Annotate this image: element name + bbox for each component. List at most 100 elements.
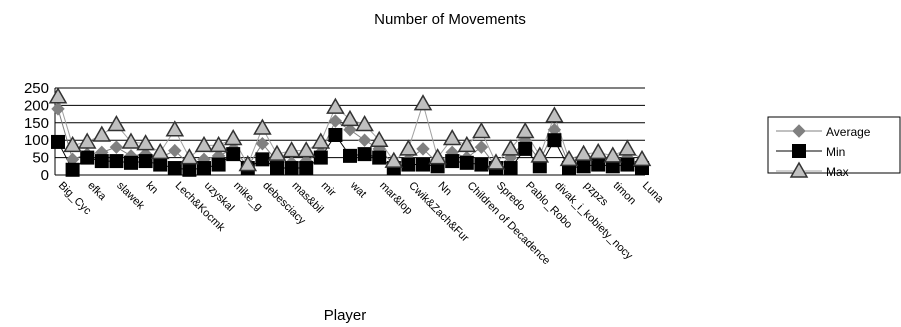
point <box>605 159 620 174</box>
point <box>416 157 430 172</box>
point <box>168 143 182 158</box>
point <box>197 161 211 176</box>
point <box>472 121 491 139</box>
y-tick-label: 150 <box>24 115 49 132</box>
point <box>313 150 328 165</box>
point <box>442 128 462 146</box>
point <box>180 148 199 165</box>
point <box>136 134 155 151</box>
point <box>518 141 533 156</box>
legend-box <box>767 116 901 174</box>
point <box>416 142 430 156</box>
point <box>503 161 518 176</box>
point <box>150 142 170 160</box>
point <box>343 148 357 163</box>
point <box>109 154 124 169</box>
point <box>121 132 141 149</box>
point <box>238 155 258 172</box>
point <box>194 135 214 153</box>
point <box>547 133 562 148</box>
point <box>384 151 404 168</box>
chart-title: Number of Movements <box>374 11 526 28</box>
point <box>138 154 153 169</box>
point <box>486 153 506 170</box>
point <box>459 155 474 170</box>
point <box>153 157 168 172</box>
point <box>51 102 65 116</box>
x-tick-label: timon <box>611 180 639 208</box>
x-tick-label: Luna <box>640 180 666 206</box>
point <box>603 146 623 163</box>
point <box>299 161 314 176</box>
point <box>413 94 433 111</box>
point <box>445 154 460 169</box>
legend-marker <box>792 144 806 158</box>
point <box>223 128 243 146</box>
point <box>576 159 591 174</box>
point <box>311 132 331 149</box>
point <box>326 97 345 114</box>
point <box>328 114 343 128</box>
point <box>255 136 270 151</box>
point <box>355 115 374 132</box>
point <box>457 135 477 153</box>
point <box>109 140 124 154</box>
point <box>369 130 389 147</box>
point <box>515 121 535 139</box>
point <box>545 106 564 123</box>
legend-marker <box>792 124 806 138</box>
point <box>401 157 416 172</box>
point <box>372 150 387 165</box>
point <box>474 157 489 172</box>
x-tick-label: wat <box>347 179 368 200</box>
point <box>94 154 109 169</box>
y-tick-label: 250 <box>24 80 49 97</box>
x-tick-label: slawek <box>114 180 147 213</box>
point <box>255 152 270 167</box>
point <box>632 149 652 167</box>
x-tick-label: efka <box>85 180 109 204</box>
point <box>167 161 182 176</box>
point <box>357 147 372 162</box>
point <box>253 118 272 135</box>
point <box>328 127 343 142</box>
point <box>267 144 287 161</box>
legend-marker <box>789 161 809 178</box>
point <box>182 162 197 177</box>
point <box>65 162 80 177</box>
point <box>620 157 635 172</box>
x-tick-label: mir <box>319 180 339 200</box>
point <box>343 123 357 137</box>
point <box>80 150 95 165</box>
point <box>530 146 550 163</box>
y-tick-label: 0 <box>41 167 49 184</box>
point <box>591 157 606 172</box>
point <box>340 109 360 127</box>
point <box>63 135 82 153</box>
point <box>588 142 608 160</box>
y-tick-label: 100 <box>24 132 49 149</box>
point <box>226 147 241 162</box>
point <box>574 144 593 161</box>
point <box>165 120 185 137</box>
point <box>211 157 226 172</box>
y-tick-label: 50 <box>32 150 49 167</box>
x-axis-label: Player <box>324 307 367 324</box>
legend-label: Max <box>826 165 849 179</box>
point <box>48 87 68 104</box>
point <box>284 161 299 176</box>
point <box>107 115 126 132</box>
x-tick-label: kn <box>143 180 160 197</box>
point <box>618 139 637 156</box>
y-tick-label: 200 <box>24 97 49 114</box>
point <box>559 149 579 167</box>
point <box>501 139 520 156</box>
point <box>124 155 138 170</box>
point <box>474 140 489 154</box>
point <box>296 141 316 158</box>
legend-label: Min <box>826 145 845 159</box>
point <box>399 139 418 156</box>
point <box>357 133 372 147</box>
x-tick-label: Nn <box>435 180 453 198</box>
